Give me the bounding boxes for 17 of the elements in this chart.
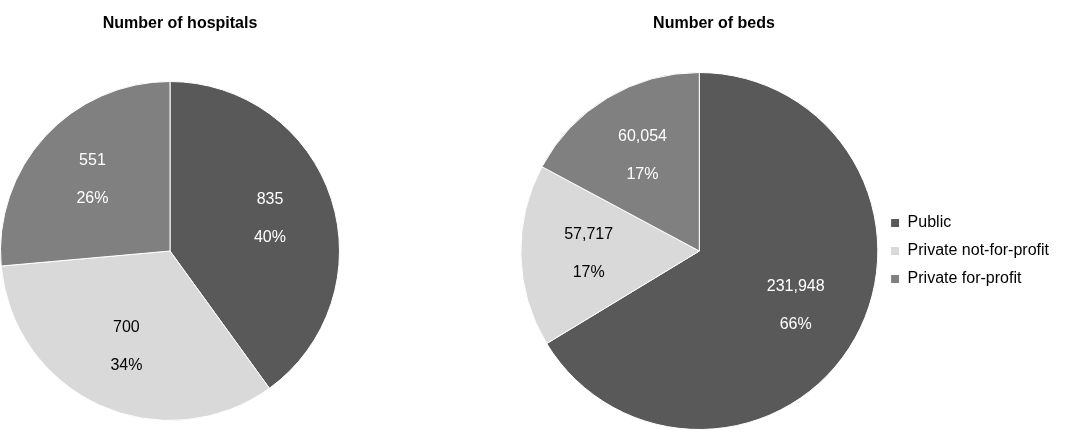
chart-title: Number of beds [652,14,776,32]
chart-title: Number of hospitals [101,14,259,32]
text: 26% [76,189,109,207]
data-label: 60,054 [617,127,668,145]
data-label: 700 [113,318,140,336]
legend-label: Private for-profit [907,269,1022,287]
text: 66% [779,314,812,332]
text: 40% [253,228,286,246]
data-label: 231,948 [766,276,825,294]
text: 34% [110,356,143,374]
text: 17% [626,165,659,183]
data-label: 57,717 [564,225,614,243]
legend-label: Public [907,213,952,231]
data-label: 835 [256,190,284,208]
text: 17% [572,263,605,281]
legend-label: Private not-for-profit [907,241,1050,259]
data-label: 551 [79,151,106,169]
